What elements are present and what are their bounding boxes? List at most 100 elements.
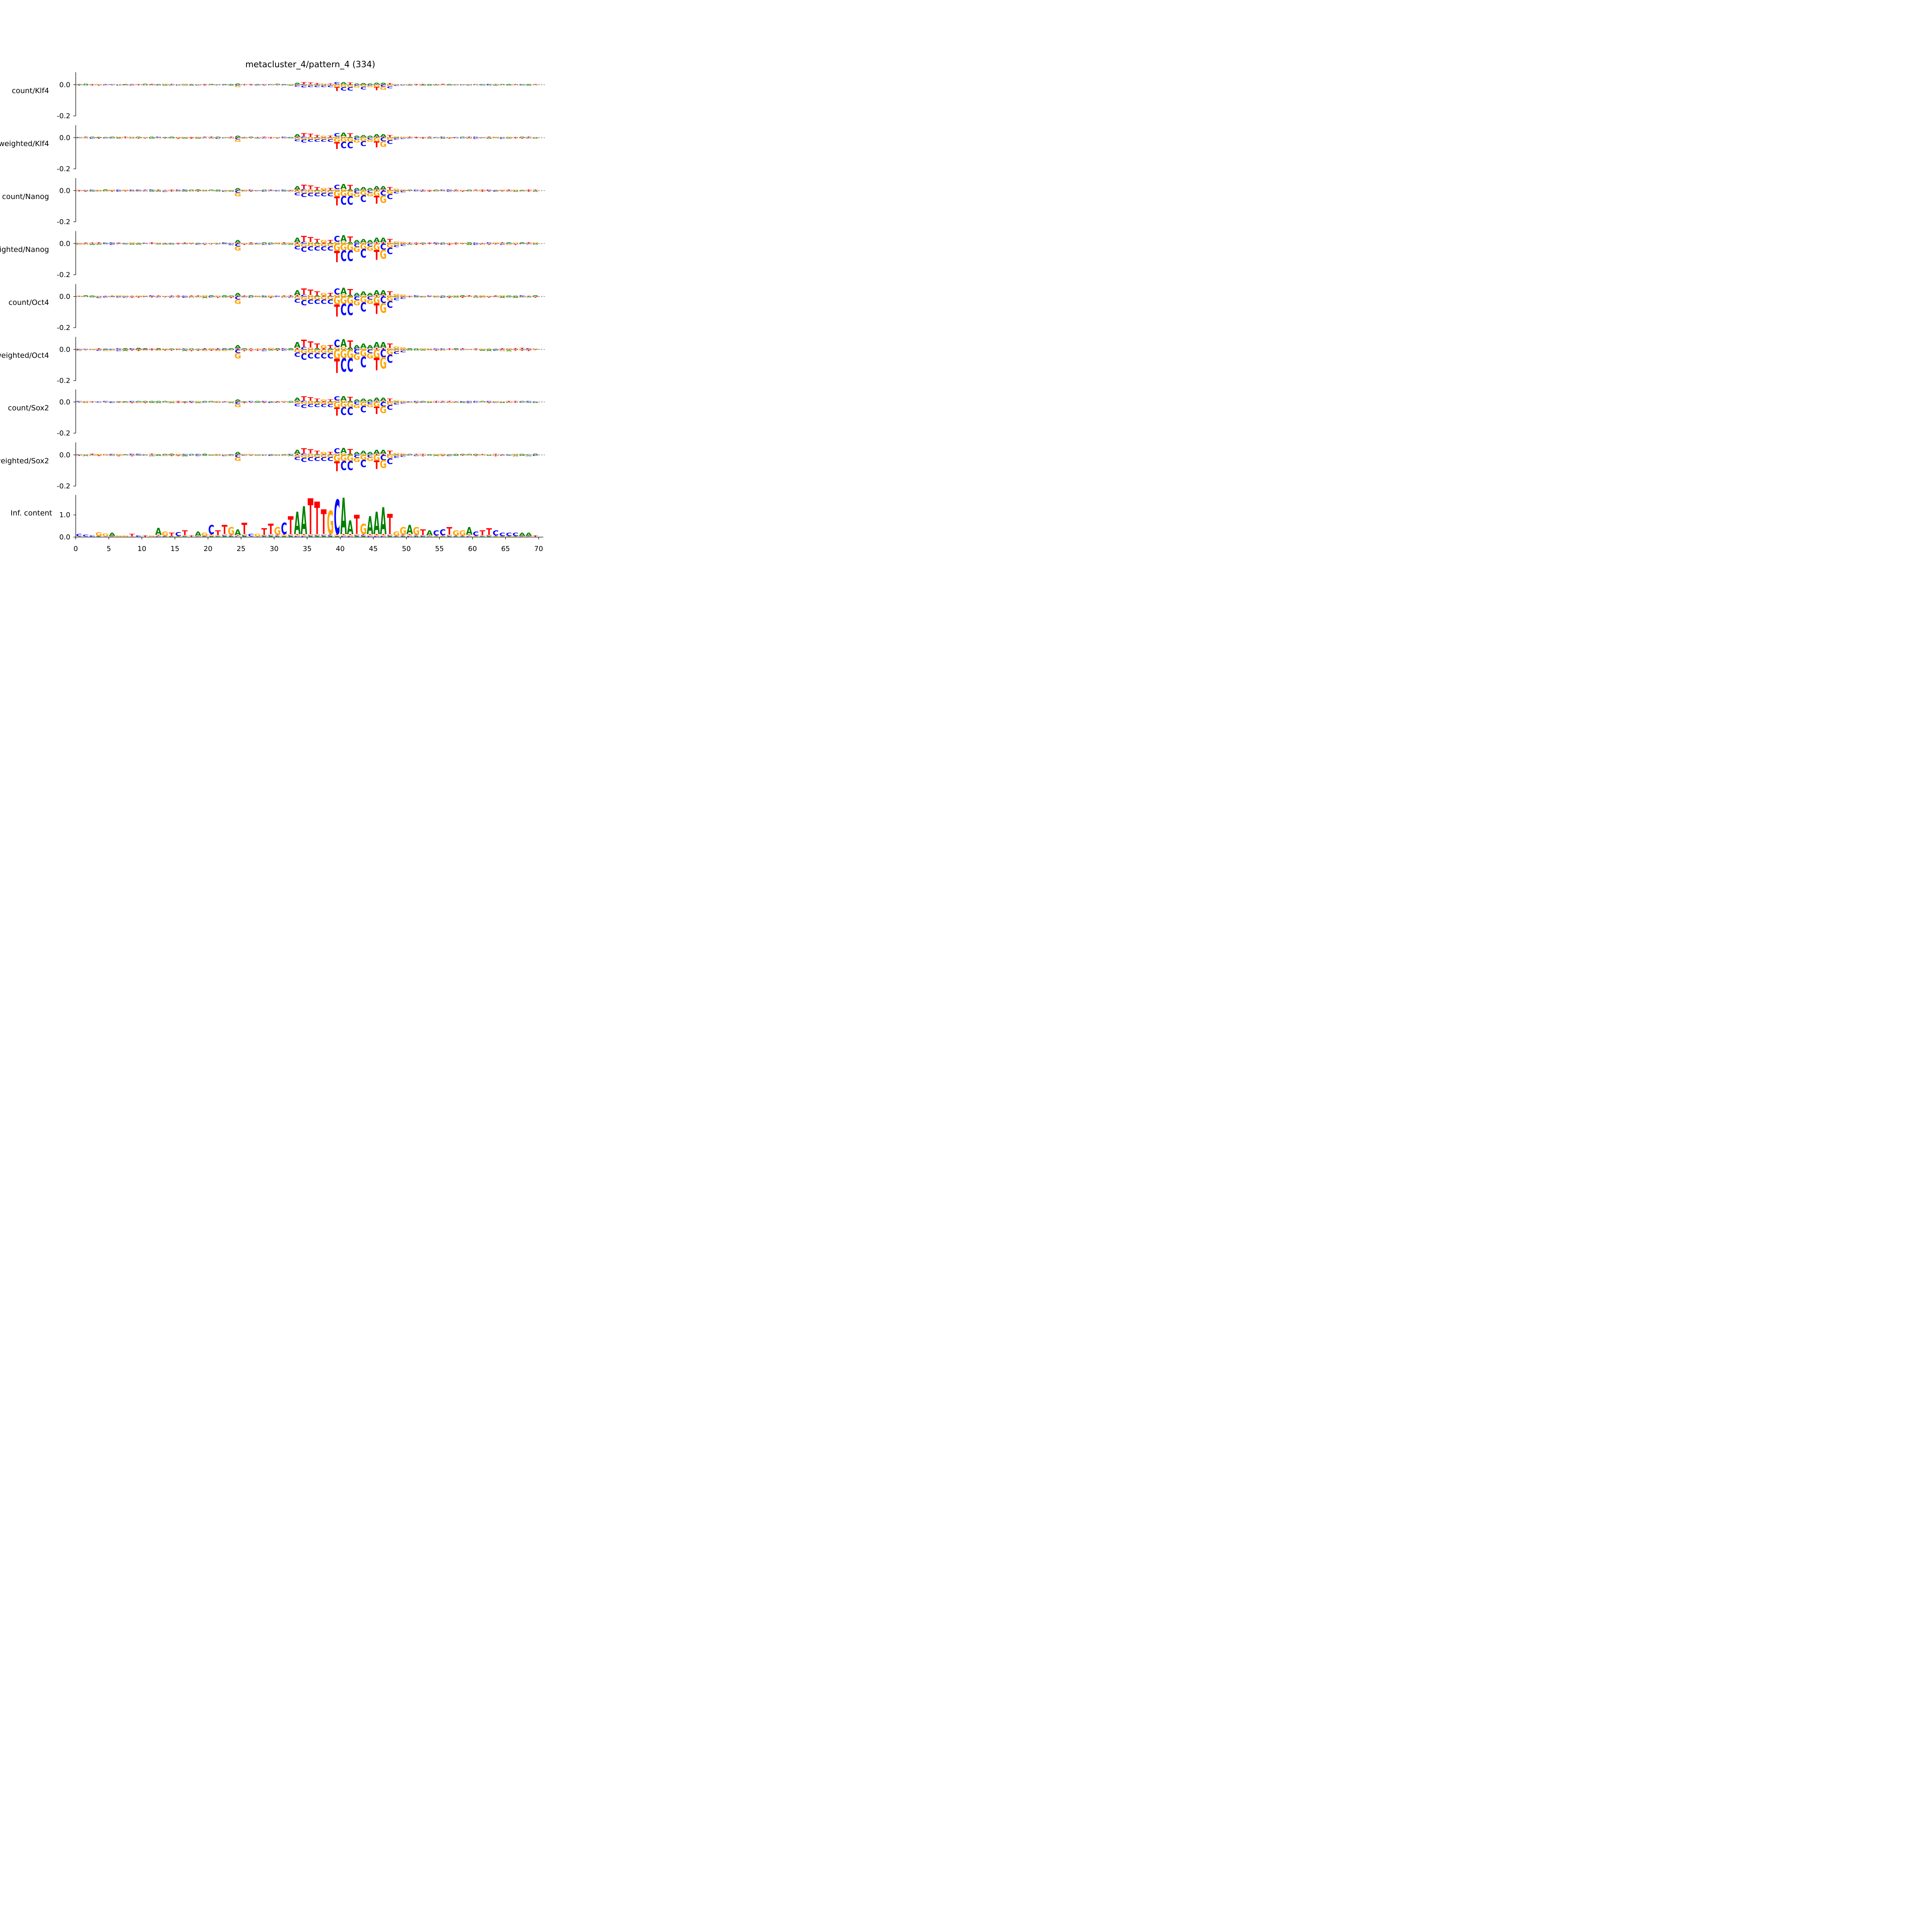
logo-letter-g: G bbox=[452, 529, 459, 537]
logo-letter-a: A bbox=[287, 455, 294, 456]
logo-letter-g: G bbox=[492, 242, 499, 243]
logo-letter-c: C bbox=[466, 402, 472, 403]
logo-letter-t: T bbox=[129, 455, 135, 456]
logo-letter-c: C bbox=[406, 536, 413, 537]
logo-letter-a: A bbox=[519, 136, 526, 138]
logo-letter-g: G bbox=[307, 401, 314, 405]
logo-letter-t: T bbox=[447, 244, 452, 245]
logo-letter-a: A bbox=[314, 536, 320, 537]
logo-letter-c: C bbox=[327, 298, 333, 305]
logo-letter-g: G bbox=[195, 536, 202, 537]
logo-letter-c: C bbox=[142, 243, 148, 244]
logo-letter-a: A bbox=[426, 454, 433, 455]
logo-letter-g: G bbox=[499, 85, 506, 86]
logo-letter-t: T bbox=[195, 350, 201, 351]
logo-letter-a: A bbox=[327, 536, 334, 537]
logo-letter-c: C bbox=[393, 85, 400, 86]
logo-letter-g: G bbox=[301, 137, 308, 140]
logo-letter-t: T bbox=[387, 509, 393, 541]
logo-letter-t: T bbox=[109, 85, 116, 86]
logo-letter-t: T bbox=[96, 348, 102, 349]
logo-letter-g: G bbox=[486, 296, 493, 297]
logo-letter-c: C bbox=[235, 536, 241, 537]
logo-letter-a: A bbox=[393, 454, 400, 455]
logo-letter-g: G bbox=[307, 136, 314, 138]
logo-letter-g: G bbox=[89, 455, 96, 456]
logo-letter-t: T bbox=[413, 454, 419, 455]
logo-letter-g: G bbox=[486, 243, 493, 244]
logo-letter-c: C bbox=[446, 189, 452, 191]
logo-letter-a: A bbox=[248, 244, 254, 245]
logo-letter-a: A bbox=[526, 402, 532, 403]
logo-letter-c: C bbox=[380, 84, 386, 87]
logo-letter-c: C bbox=[294, 536, 300, 537]
logo-letter-c: C bbox=[109, 454, 115, 455]
logo-letter-c: C bbox=[459, 85, 466, 86]
logo-letter-g: G bbox=[314, 454, 321, 458]
logo-letter-g: G bbox=[254, 295, 261, 296]
logo-letter-a: A bbox=[307, 536, 314, 537]
logo-letter-g: G bbox=[261, 454, 268, 455]
logo-letter-g: G bbox=[360, 521, 367, 538]
logo-letter-c: C bbox=[347, 536, 353, 537]
logo-letter-g: G bbox=[354, 352, 361, 362]
logo-letter-g: G bbox=[129, 243, 136, 244]
logo-letter-g: G bbox=[142, 455, 149, 456]
logo-letter-t: T bbox=[407, 136, 413, 138]
logo-letter-t: T bbox=[261, 85, 267, 86]
logo-letter-a: A bbox=[420, 85, 426, 86]
logo-letter-c: C bbox=[493, 350, 499, 351]
logo-letter-g: G bbox=[446, 534, 453, 536]
logo-letter-a: A bbox=[155, 84, 162, 85]
panel-count-oct4: 0.0-0.2count/Oct4TCGAGCGAGGAGGCTGCTGAGTG… bbox=[9, 284, 545, 332]
logo-letter-c: C bbox=[340, 194, 347, 207]
logo-letter-t: T bbox=[182, 242, 188, 243]
logo-letter-g: G bbox=[380, 300, 387, 316]
logo-letter-g: G bbox=[393, 452, 400, 455]
logo-letter-g: G bbox=[195, 136, 202, 138]
logo-letter-t: T bbox=[149, 244, 155, 245]
logo-letter-c: C bbox=[208, 297, 214, 298]
logo-letter-a: A bbox=[294, 82, 301, 85]
logo-letter-g: G bbox=[367, 295, 374, 297]
logo-letter-t: T bbox=[208, 534, 214, 535]
logo-letter-t: T bbox=[380, 401, 386, 402]
logo-letter-g: G bbox=[347, 347, 354, 361]
logo-letter-a: A bbox=[367, 240, 373, 244]
logo-letter-c: C bbox=[136, 454, 142, 455]
logo-letter-g: G bbox=[95, 454, 102, 455]
logo-letter-t: T bbox=[215, 529, 221, 537]
logo-letter-c: C bbox=[354, 137, 360, 140]
logo-letter-g: G bbox=[76, 138, 83, 139]
y-tick-label: 0.0 bbox=[59, 451, 70, 459]
logo-letter-g: G bbox=[360, 189, 367, 191]
logo-letter-g: G bbox=[175, 191, 182, 192]
panel-weighted-klf4: 0.0-0.2weighted/Klf4CCGTGCGAGCAGTAGCAGGC… bbox=[0, 125, 545, 173]
logo-letter-c: C bbox=[361, 405, 367, 415]
logo-letter-c: C bbox=[354, 190, 360, 191]
logo-letter-g: G bbox=[327, 85, 334, 86]
logo-letter-c: C bbox=[294, 245, 300, 251]
logo-letter-c: C bbox=[427, 296, 433, 297]
logo-letter-t: T bbox=[76, 536, 82, 537]
logo-letter-t: T bbox=[460, 348, 466, 350]
logo-letter-c: C bbox=[499, 532, 505, 537]
logo-letter-g: G bbox=[333, 453, 340, 464]
logo-letter-g: G bbox=[248, 536, 255, 537]
logo-letter-t: T bbox=[89, 402, 95, 403]
logo-letter-t: T bbox=[129, 402, 135, 403]
logo-letter-g: G bbox=[452, 295, 459, 297]
logo-letter-c: C bbox=[499, 138, 505, 139]
logo-letter-g: G bbox=[367, 85, 374, 88]
logo-letter-g: G bbox=[452, 349, 459, 350]
logo-letter-a: A bbox=[519, 455, 526, 456]
logo-letter-a: A bbox=[287, 85, 294, 86]
logo-letter-g: G bbox=[287, 534, 294, 535]
logo-letter-a: A bbox=[499, 402, 506, 403]
logo-letter-t: T bbox=[89, 84, 95, 85]
logo-letter-a: A bbox=[526, 84, 532, 85]
logo-letter-c: C bbox=[413, 454, 419, 455]
logo-letter-g: G bbox=[393, 402, 400, 403]
logo-letter-c: C bbox=[189, 401, 195, 402]
